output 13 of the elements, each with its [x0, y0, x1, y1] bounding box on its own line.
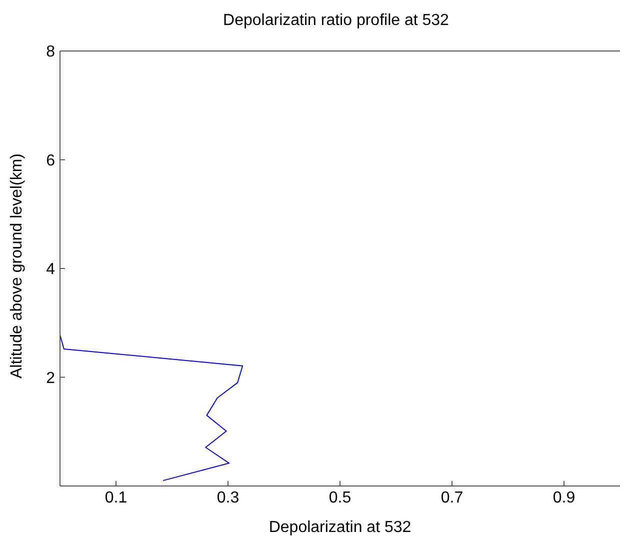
x-tick-label: 0.3: [216, 489, 240, 506]
x-tick-label: 0.9: [552, 489, 576, 506]
y-tick-label: 8: [46, 44, 56, 61]
y-axis-title: Altitude above ground level(km): [8, 153, 26, 378]
y-tick-label: 4: [46, 261, 56, 278]
y-tick-label: 2: [46, 370, 56, 387]
x-axis-title: Depolarizatin at 532: [268, 519, 412, 536]
line-series: [60, 334, 244, 482]
x-tick-label: 0.7: [440, 489, 464, 506]
x-tick-label: 0.5: [328, 489, 352, 506]
x-tick-label: 0.1: [104, 489, 128, 506]
y-tick-label: 6: [46, 152, 56, 170]
chart-title: Depolarizatin ratio profile at 532: [222, 11, 450, 31]
